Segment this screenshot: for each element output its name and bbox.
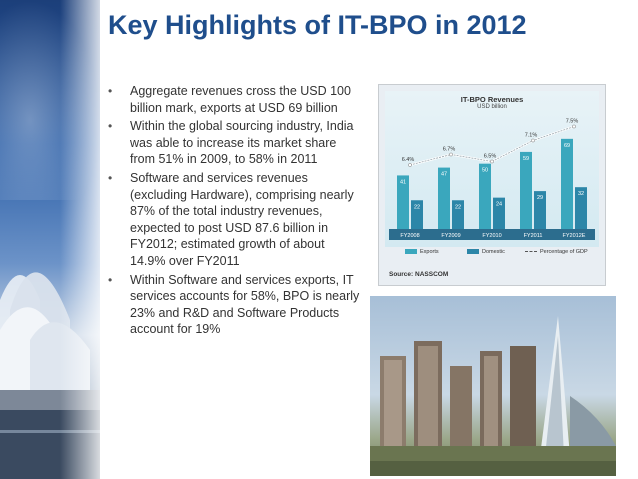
bullet-text: Within Software and services exports, IT… [130, 272, 360, 337]
chart-subtitle: USD billion [477, 104, 507, 110]
bar-value-label: 69 [564, 143, 570, 149]
bar-exports-fy2012e [561, 138, 573, 229]
bar-value-label: 32 [578, 191, 584, 197]
gdp-label: 7.1% [525, 133, 538, 139]
bar-domestic-fy2009 [452, 200, 464, 229]
chart-source: Source: NASSCOM [389, 271, 449, 278]
legend-swatch [467, 249, 479, 255]
bullet-dot: • [108, 272, 113, 287]
bar-value-label: 22 [414, 204, 420, 210]
bullet-item: • Aggregate revenues cross the USD 100 bi… [108, 83, 360, 116]
chart-title: IT-BPO Revenues [460, 95, 524, 104]
bullet-dot: • [108, 170, 113, 185]
gdp-label: 6.7% [443, 147, 456, 153]
legend-gdp: Percentage of GDP [525, 249, 588, 255]
gdp-label: 6.5% [484, 154, 497, 160]
x-axis-band [389, 229, 595, 240]
bar-exports-fy2011 [520, 151, 532, 229]
bullet-text: Software and services revenues (excludin… [130, 170, 354, 268]
x-tick-label: FY2011 [524, 233, 543, 239]
bar-value-label: 29 [537, 195, 543, 201]
bullet-item: • Within Software and services exports, I… [108, 272, 360, 338]
bullet-text: Aggregate revenues cross the USD 100 bil… [130, 84, 351, 115]
bullet-item: • Software and services revenues (excludi… [108, 170, 360, 270]
bar-domestic-fy2008 [411, 200, 423, 229]
gdp-label: 7.5% [566, 119, 579, 125]
bar-value-label: 41 [400, 179, 406, 185]
legend-swatch [525, 250, 537, 253]
bar-exports-fy2008 [397, 175, 409, 229]
bar-domestic-fy2010 [493, 197, 505, 229]
bar-domestic-fy2011 [534, 191, 546, 229]
x-tick-label: FY2010 [482, 233, 501, 239]
bar-value-label: 47 [441, 172, 447, 178]
chart-plot-area: 41 22 FY2008 47 22 FY2009 50 24 FY2010 59 29 FY2011… [385, 91, 599, 247]
bar-value-label: 24 [496, 202, 502, 208]
bullet-dot: • [108, 84, 113, 98]
bar-exports-fy2009 [438, 167, 450, 229]
bullet-list: • Aggregate revenues cross the USD 100 bi… [108, 83, 360, 340]
bar-value-label: 59 [523, 156, 529, 162]
gdp-point [531, 138, 535, 143]
skyline-illustration [370, 316, 616, 476]
bar-value-label: 22 [455, 204, 461, 210]
gdp-point [408, 163, 412, 167]
legend-domestic: Domestic [467, 249, 505, 255]
bar-value-label: 50 [482, 168, 488, 174]
legend-label: Exports [420, 249, 439, 255]
legend-swatch [405, 249, 417, 255]
gdp-point [490, 159, 494, 164]
x-tick-label: FY2012E [563, 233, 586, 239]
chart-svg: 41 22 FY2008 47 22 FY2009 50 24 FY2010 59 29 FY2011… [389, 119, 595, 240]
lotus-temple-photo [0, 0, 110, 479]
chart-legend: Exports Domestic Percentage of GDP [385, 249, 599, 261]
x-tick-label: FY2009 [441, 233, 460, 239]
bullet-dot: • [108, 119, 113, 134]
bar-exports-fy2010 [479, 163, 491, 229]
gdp-label: 6.4% [402, 157, 415, 163]
legend-label: Percentage of GDP [540, 249, 588, 255]
it-bpo-revenue-chart: 41 22 FY2008 47 22 FY2009 50 24 FY2010 59 29 FY2011… [378, 84, 606, 286]
bullet-text: Within the global sourcing industry, Ind… [130, 119, 354, 167]
gdp-line-dash [409, 126, 575, 166]
bullet-item: • Within the global sourcing industry, In… [108, 118, 360, 168]
city-skyline-photo [370, 296, 616, 476]
legend-label: Domestic [482, 249, 505, 255]
bar-domestic-fy2012e [575, 187, 587, 229]
x-tick-label: FY2008 [400, 233, 419, 239]
legend-exports: Exports [405, 249, 439, 255]
gdp-point [449, 152, 453, 157]
slide-title: Key Highlights of IT-BPO in 2012 [108, 10, 527, 40]
gdp-point [572, 124, 576, 129]
